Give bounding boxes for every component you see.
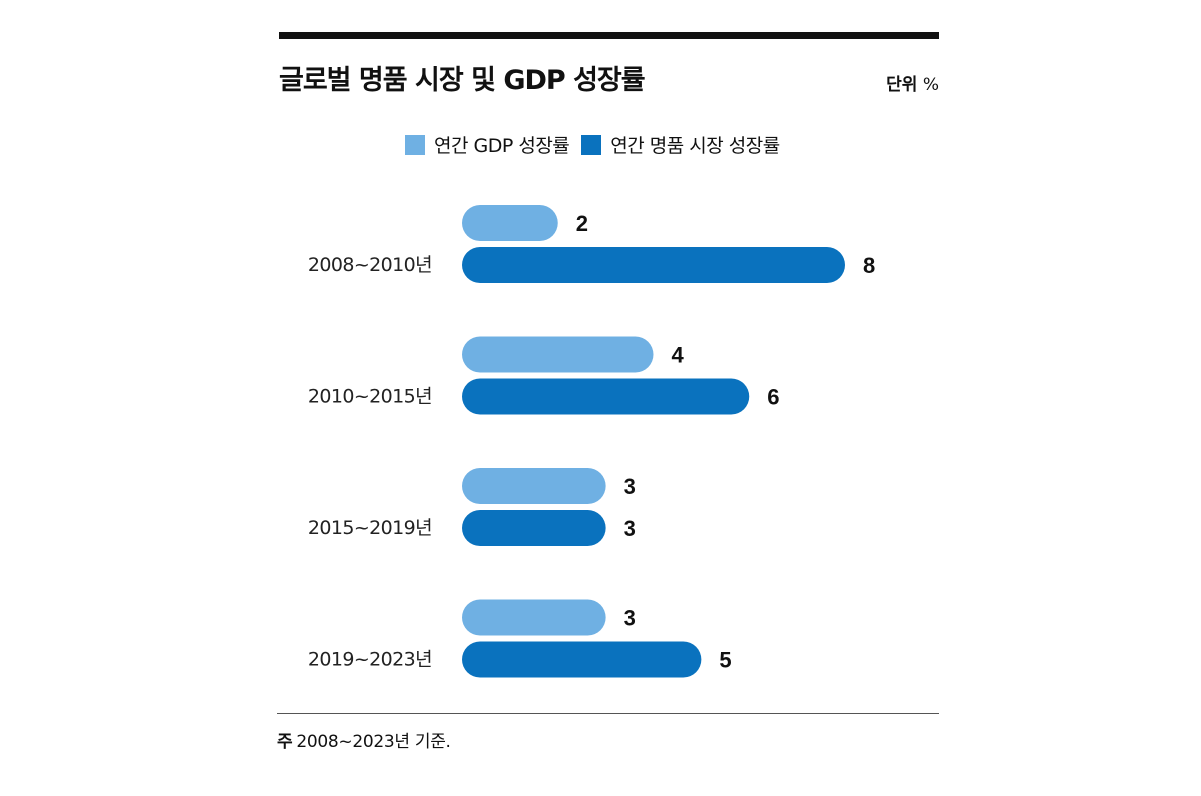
footnote-text: 2008~2023년 기준. bbox=[296, 732, 451, 752]
legend-swatch-gdp bbox=[405, 134, 425, 155]
bottom-rule bbox=[277, 713, 939, 714]
unit-symbol: % bbox=[922, 75, 939, 95]
data-label: 4 bbox=[672, 343, 685, 368]
category-label: 2015~2019년 bbox=[308, 517, 432, 539]
bar-luxury bbox=[462, 378, 750, 415]
legend-label-gdp: 연간 GDP 성장률 bbox=[434, 135, 570, 157]
legend-item-gdp: 연간 GDP 성장률 bbox=[405, 131, 570, 158]
footnote: 주 2008~2023년 기준. bbox=[277, 727, 451, 752]
bar-luxury bbox=[462, 510, 606, 546]
unit-label: 단위 % bbox=[886, 70, 939, 95]
category-label: 2008~2010년 bbox=[308, 254, 432, 276]
category-label: 2010~2015년 bbox=[308, 386, 432, 408]
bar-gdp bbox=[462, 599, 606, 636]
chart-title: 글로벌 명품 시장 및 GDP 성장률 bbox=[279, 65, 646, 96]
top-rule bbox=[279, 32, 939, 39]
data-label: 8 bbox=[863, 253, 875, 278]
bar-gdp bbox=[462, 336, 654, 373]
bar-luxury bbox=[462, 641, 702, 678]
legend-item-luxury: 연간 명품 시장 성장률 bbox=[581, 131, 780, 158]
bar-gdp bbox=[462, 468, 606, 504]
footnote-mark: 주 bbox=[277, 732, 293, 752]
data-label: 3 bbox=[624, 606, 636, 631]
data-label: 6 bbox=[767, 385, 779, 410]
data-label: 5 bbox=[719, 648, 731, 673]
data-label: 3 bbox=[624, 516, 636, 541]
legend-swatch-luxury bbox=[581, 134, 602, 155]
data-label: 3 bbox=[624, 474, 636, 499]
unit-label-text: 단위 bbox=[886, 75, 918, 95]
category-label: 2019~2023년 bbox=[308, 649, 432, 671]
bar-gdp bbox=[462, 205, 558, 241]
bar-luxury bbox=[462, 247, 845, 283]
legend: 연간 GDP 성장률 연간 명품 시장 성장률 bbox=[405, 131, 780, 158]
legend-label-luxury: 연간 명품 시장 성장률 bbox=[610, 135, 780, 157]
data-label: 2 bbox=[576, 211, 588, 236]
